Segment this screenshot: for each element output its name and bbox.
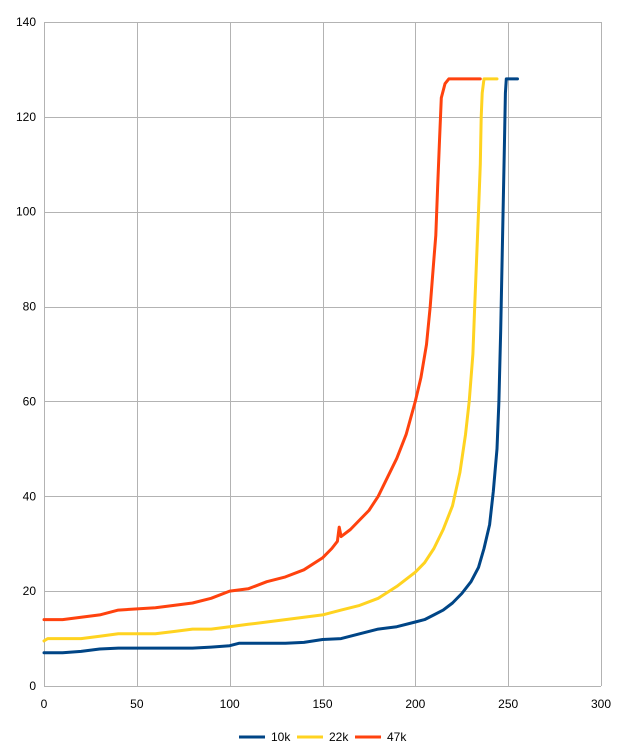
legend-label-47k: 47k	[387, 730, 407, 744]
x-tick-label: 150	[312, 697, 332, 711]
grid-lines	[44, 22, 602, 687]
y-tick-label: 0	[29, 679, 36, 693]
legend-label-10k: 10k	[271, 730, 291, 744]
y-tick-label: 20	[23, 584, 37, 598]
y-tick-label: 100	[16, 205, 36, 219]
y-tick-label: 140	[16, 15, 36, 29]
y-tick-label: 120	[16, 110, 36, 124]
x-tick-label: 50	[130, 697, 144, 711]
series-lines	[42, 77, 519, 655]
x-axis: 0 50 100 150 200 250 300	[41, 697, 612, 711]
series-line-22k	[42, 77, 499, 643]
y-tick-label: 80	[23, 300, 37, 314]
y-axis: 0 20 40 60 80 100 120 140	[16, 15, 36, 693]
x-tick-label: 300	[591, 697, 611, 711]
x-tick-label: 0	[41, 697, 48, 711]
series-line-47k	[42, 77, 482, 622]
y-tick-label: 40	[23, 489, 37, 503]
x-tick-label: 100	[220, 697, 240, 711]
y-tick-label: 60	[23, 394, 37, 408]
legend: 10k 22k 47k	[239, 730, 407, 744]
x-tick-label: 200	[405, 697, 425, 711]
series-line-10k	[42, 77, 519, 655]
legend-label-22k: 22k	[329, 730, 349, 744]
x-tick-label: 250	[498, 697, 518, 711]
